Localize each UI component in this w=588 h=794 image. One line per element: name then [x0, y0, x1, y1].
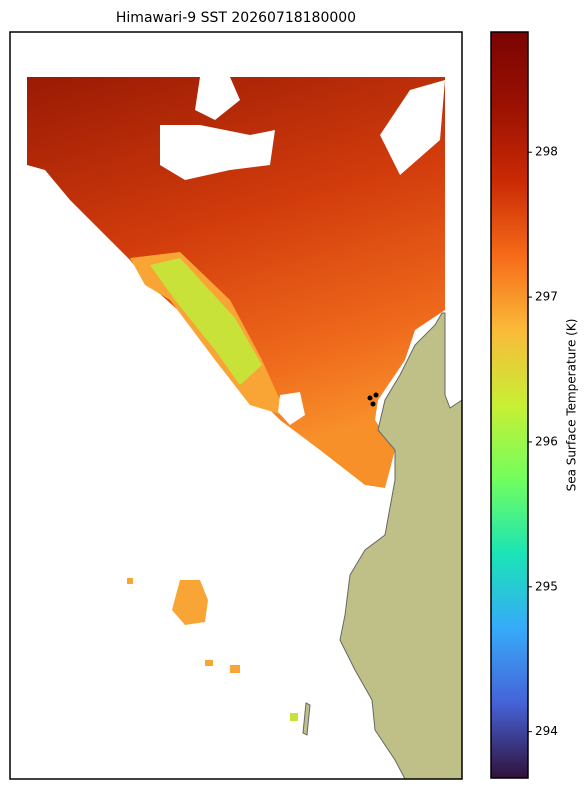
cloud-gap [195, 77, 240, 120]
sst-patch [230, 665, 240, 673]
sst-patch [127, 578, 133, 584]
point [373, 392, 379, 398]
colorbar-label: Sea Surface Temperature (K) [565, 319, 579, 492]
map [9, 31, 463, 780]
colorbar-tick-label: 297 [535, 290, 558, 304]
colorbar [490, 31, 529, 779]
point [367, 395, 373, 401]
sst-patch [290, 713, 298, 721]
cloud-gap [380, 80, 445, 175]
point [370, 401, 376, 407]
map-title: Himawari-9 SST 20260718180000 [116, 10, 356, 26]
sst-patch [172, 580, 208, 625]
colorbar-tick-label: 295 [535, 579, 558, 593]
map-frame [9, 31, 463, 780]
colorbar-tick-label: 294 [535, 724, 558, 738]
cloud-gap [160, 125, 275, 180]
colorbar-tick-label: 296 [535, 434, 558, 448]
island [302, 702, 311, 736]
sst-cool-strip [150, 258, 262, 385]
sst-patch [205, 660, 213, 666]
colorbar-tick-label: 298 [535, 145, 558, 159]
sst-field [27, 77, 445, 488]
cloud-gap [278, 392, 305, 425]
land [339, 312, 463, 780]
